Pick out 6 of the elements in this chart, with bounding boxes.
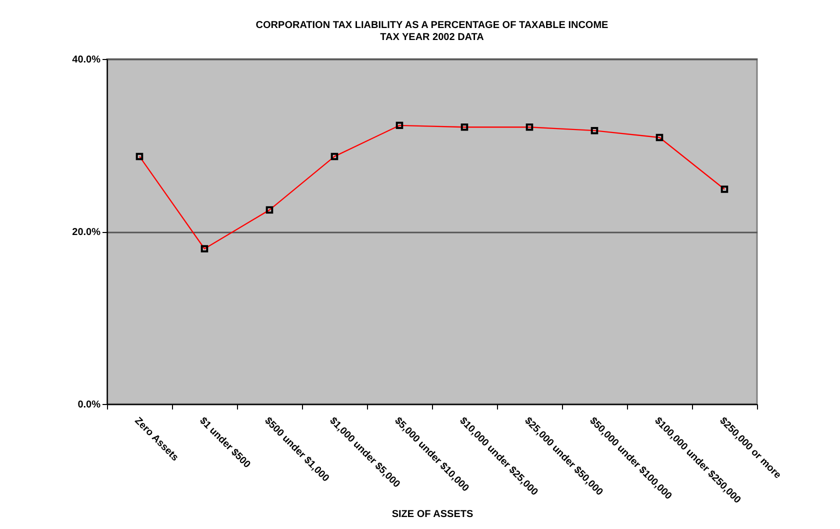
- y-tick-label: 40.0%: [72, 54, 101, 66]
- x-axis-title: SIZE OF ASSETS: [392, 509, 474, 520]
- y-tick-label: 20.0%: [72, 227, 101, 238]
- y-tick-label: 0.0%: [78, 400, 101, 410]
- chart-title: CORPORATION TAX LIABILITY AS A PERCENTAGE OF TAXABLE INCOME: [256, 20, 609, 31]
- chart-subtitle: TAX YEAR 2002 DATA: [380, 32, 484, 43]
